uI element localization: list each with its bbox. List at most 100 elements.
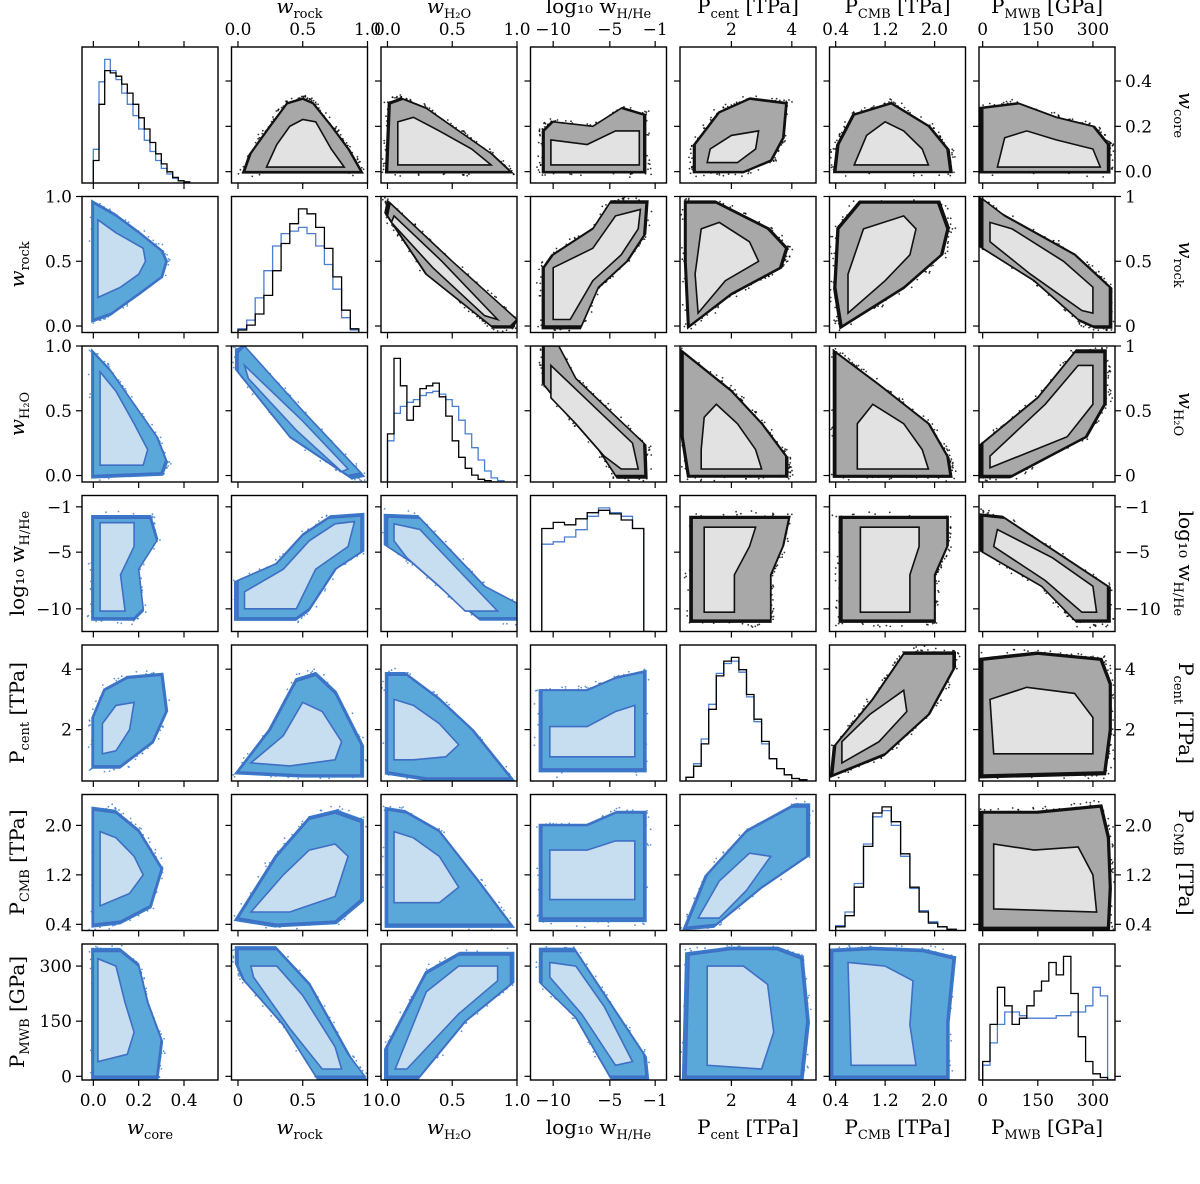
scatter-point xyxy=(87,746,90,748)
scatter-point xyxy=(689,172,692,175)
scatter-point xyxy=(747,287,750,290)
scatter-point xyxy=(99,202,101,205)
scatter-point xyxy=(747,624,750,626)
scatter-point xyxy=(399,94,402,96)
scatter-point xyxy=(646,133,648,136)
panel-frame xyxy=(230,195,369,334)
scatter-point xyxy=(160,1033,163,1035)
x-tick-label: 0 xyxy=(977,1091,988,1111)
scatter-point xyxy=(771,227,773,230)
contour-outer xyxy=(386,201,517,327)
scatter-point xyxy=(463,131,466,133)
scatter-point xyxy=(264,862,267,864)
contour-inner xyxy=(97,957,135,1063)
scatter-point xyxy=(421,230,424,233)
scatter-point xyxy=(784,140,786,142)
scatter-point xyxy=(1057,115,1060,117)
scatter-point xyxy=(88,240,91,242)
scatter-point xyxy=(1093,800,1095,802)
y-tick-label-right: 1 xyxy=(1125,188,1136,208)
scatter-point xyxy=(690,327,693,330)
panels-group xyxy=(76,41,1121,1086)
scatter-point xyxy=(385,115,387,118)
scatter-point xyxy=(943,557,946,560)
panel-w_rock-vs-log_w_HHe xyxy=(524,195,668,339)
scatter-point xyxy=(167,260,170,263)
scatter-point xyxy=(443,831,445,834)
scatter-point xyxy=(1057,605,1059,608)
scatter-point xyxy=(537,141,540,144)
scatter-point xyxy=(539,282,542,285)
scatter-point xyxy=(629,107,632,109)
scatter-point xyxy=(888,511,891,514)
scatter-point xyxy=(831,514,834,517)
scatter-point xyxy=(954,156,956,158)
scatter-point xyxy=(584,685,587,688)
scatter-point xyxy=(1086,175,1088,178)
scatter-point xyxy=(462,130,465,132)
scatter-point xyxy=(486,325,489,327)
scatter-point xyxy=(1112,150,1115,153)
scatter-point xyxy=(807,996,809,999)
scatter-point xyxy=(1088,263,1090,266)
x-tick-label: 0.4 xyxy=(822,1091,849,1111)
scatter-point xyxy=(837,622,840,625)
scatter-point xyxy=(946,242,949,245)
scatter-point xyxy=(834,579,837,582)
scatter-point xyxy=(502,160,505,162)
x-tick-label: 0.5 xyxy=(289,1091,316,1111)
scatter-point xyxy=(237,973,240,975)
contour-inner xyxy=(394,965,499,1070)
scatter-point xyxy=(382,855,384,858)
scatter-point xyxy=(120,622,123,625)
scatter-point xyxy=(1109,142,1111,145)
scatter-point xyxy=(936,600,939,603)
scatter-point xyxy=(169,463,172,465)
scatter-point xyxy=(89,569,92,571)
scatter-point xyxy=(1111,728,1114,731)
scatter-point xyxy=(1066,615,1068,618)
scatter-point xyxy=(1010,572,1013,575)
scatter-point xyxy=(681,218,684,220)
scatter-point xyxy=(319,777,322,780)
scatter-point xyxy=(275,110,278,112)
scatter-point xyxy=(317,103,319,106)
panel-frame xyxy=(679,644,817,782)
scatter-point xyxy=(951,465,953,468)
scatter-point xyxy=(572,422,574,425)
scatter-point xyxy=(599,213,602,216)
scatter-point xyxy=(493,295,496,298)
scatter-point xyxy=(505,765,508,768)
scatter-point xyxy=(92,322,95,324)
x-tick-label: 1.0 xyxy=(503,1091,530,1111)
scatter-point xyxy=(785,260,788,263)
panel-frame xyxy=(978,345,1116,483)
scatter-point xyxy=(1063,611,1066,614)
scatter-point xyxy=(434,530,436,533)
scatter-point xyxy=(167,257,170,260)
scatter-point xyxy=(1032,807,1035,810)
scatter-point xyxy=(1042,807,1044,810)
x-axis-label-w_H2O: wH₂O xyxy=(427,1115,471,1143)
scatter-point xyxy=(1109,392,1112,395)
scatter-point xyxy=(1049,650,1052,653)
scatter-point xyxy=(681,208,684,211)
scatter-point xyxy=(587,1041,590,1044)
panel-frame xyxy=(679,345,817,483)
scatter-point xyxy=(500,906,503,909)
scatter-point xyxy=(621,197,624,200)
scatter-point xyxy=(1011,807,1014,809)
scatter-point xyxy=(337,129,340,132)
scatter-point xyxy=(1100,276,1103,278)
contour-inner xyxy=(265,118,346,168)
scatter-point xyxy=(791,248,794,251)
scatter-point xyxy=(703,127,705,130)
panel-frame xyxy=(81,644,219,782)
scatter-point xyxy=(892,101,895,104)
scatter-point xyxy=(648,159,651,162)
scatter-point xyxy=(466,134,469,136)
scatter-point xyxy=(498,901,500,904)
scatter-point xyxy=(261,1005,264,1007)
contour-inner xyxy=(393,522,500,612)
x-tick-label: 0.2 xyxy=(125,1091,152,1111)
